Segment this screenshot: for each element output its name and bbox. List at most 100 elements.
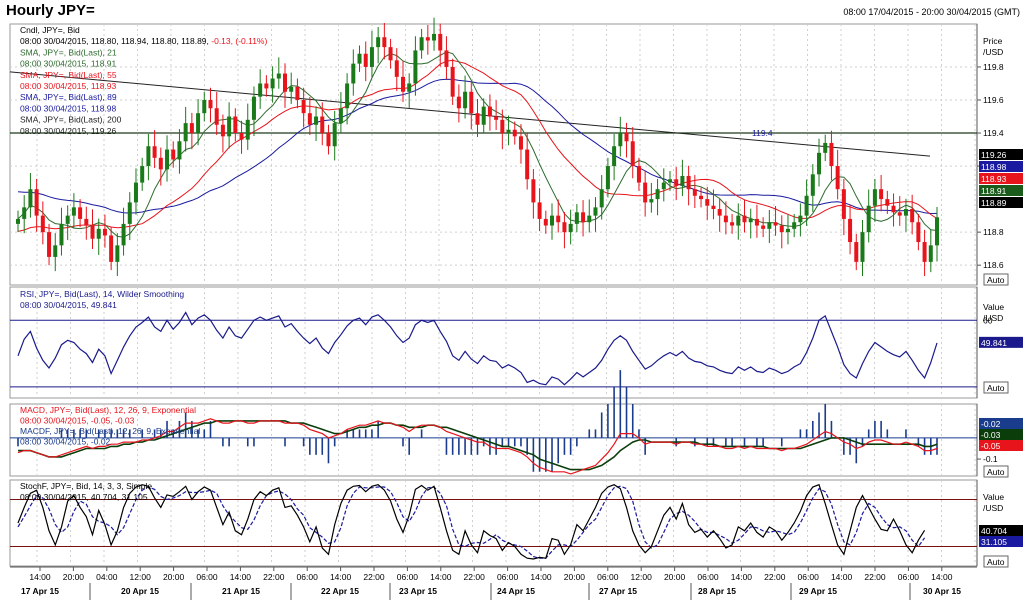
panel-frame: [9, 286, 978, 399]
candle-body: [810, 174, 815, 196]
candle-body: [189, 123, 194, 134]
candle-body: [848, 218, 853, 243]
auto-scale-box: [983, 381, 1009, 394]
candle-body: [84, 218, 89, 226]
x-tick-label: 04:00: [96, 572, 118, 582]
macd-value-label: -0.05: [981, 441, 1001, 451]
candle-body: [413, 50, 418, 84]
x-tick-label: 06:00: [798, 572, 820, 582]
sma200-line: [9, 71, 931, 157]
candle-body: [742, 215, 747, 223]
candle-body: [301, 99, 306, 114]
legend-entry: 08:00 30/04/2015, 118.98: [20, 103, 117, 113]
candle-body: [823, 142, 828, 153]
candle-body: [767, 222, 772, 229]
x-tick-label: 12:00: [631, 572, 653, 582]
candle-body: [326, 133, 331, 147]
candle-body: [357, 53, 362, 64]
candle-body: [152, 146, 157, 158]
price-value-label: 118.91: [981, 186, 1007, 196]
x-tick-label: 14:00: [29, 572, 51, 582]
candle-body: [34, 189, 39, 216]
stoch-value-label: 40.704: [981, 526, 1007, 536]
candle-body: [699, 195, 704, 200]
date-label: 28 Apr 15: [698, 586, 736, 596]
candle-body: [928, 245, 933, 262]
candle-body: [674, 179, 679, 186]
panel-macd: [9, 403, 978, 477]
candle-body: [792, 222, 797, 229]
candle-body: [90, 225, 95, 239]
candle-body: [605, 166, 610, 190]
date-label: 30 Apr 15: [923, 586, 961, 596]
candle-body: [121, 223, 126, 246]
x-tick-label: 20:00: [63, 572, 85, 582]
candle-body: [419, 37, 424, 51]
candle-body: [65, 215, 70, 224]
candle-body: [599, 189, 604, 208]
candle-body: [47, 232, 52, 257]
candle-body: [779, 225, 784, 233]
legend-entry: 08:00 30/04/2015, 118.80, 118.94, 118.80…: [20, 36, 267, 46]
candle-body: [481, 106, 486, 125]
legend-entry: SMA, JPY=, Bid(Last), 200: [20, 115, 122, 125]
price-value-box: [979, 161, 1023, 172]
macd-legend-entry: 08:00 30/04/2015, -0.05, -0.03: [20, 416, 135, 426]
x-tick-label: 06:00: [497, 572, 519, 582]
date-label: 27 Apr 15: [599, 586, 637, 596]
x-axis: 14:00 20:00 04:00 12:00 20:00 06:00 14:00 22:00…: [10, 566, 977, 600]
candle-body: [804, 195, 809, 216]
candle-body: [183, 123, 188, 142]
price-value-label: 118.98: [981, 162, 1007, 172]
candle-body: [618, 133, 623, 147]
stoch-d-line: [17, 485, 926, 559]
candle-body: [866, 205, 871, 233]
x-tick-label: 14:00: [931, 572, 953, 582]
candle-body: [295, 86, 300, 100]
candle-body: [705, 199, 710, 206]
candle-body: [338, 108, 343, 124]
sma55-line: [17, 59, 938, 232]
candle-body: [798, 215, 803, 223]
candle-body: [28, 189, 33, 208]
auto-scale-box: [983, 273, 1009, 286]
candle-body: [208, 99, 213, 109]
price-value-box: [979, 185, 1023, 196]
rsi-line: [17, 311, 938, 386]
candle-body: [667, 179, 672, 183]
legend-entry: SMA, JPY=, Bid(Last), 21: [20, 47, 117, 57]
axis-unit: Value: [983, 302, 1004, 312]
stoch-value-box: [979, 536, 1023, 547]
rsi-value-label: 49.841: [981, 338, 1007, 348]
candle-body: [394, 60, 399, 77]
macd-value-box: [979, 429, 1023, 440]
x-tick-label: 14:00: [230, 572, 252, 582]
stoch-legend-entry: StochF, JPY=, Bid, 14, 3, 3, Simple: [20, 481, 152, 491]
candle-body: [730, 222, 735, 226]
y-tick-label: 119.8: [983, 62, 1004, 72]
candle-body: [860, 232, 865, 262]
legend-entry: 08:00 30/04/2015, 118.93: [20, 81, 117, 91]
date-label: 20 Apr 15: [121, 586, 159, 596]
candle-body: [196, 113, 201, 134]
sma89-line: [17, 78, 938, 215]
macd-legend-entry: 08:00 30/04/2015, -0.02: [20, 437, 111, 447]
candle-body: [494, 116, 499, 120]
candle-body: [736, 215, 741, 226]
candle-body: [245, 119, 250, 140]
x-tick-label: 14:00: [330, 572, 352, 582]
x-tick-label: 22:00: [764, 572, 786, 582]
candle-body: [550, 215, 555, 226]
candle-body: [96, 228, 101, 239]
x-tick-label: 06:00: [196, 572, 218, 582]
candle-body: [916, 222, 921, 243]
candle-body: [220, 124, 225, 137]
candle-body: [351, 63, 356, 84]
auto-scale-label: Auto: [987, 557, 1005, 567]
rsi-legend-entry: 08:00 30/04/2015, 49.841: [20, 300, 117, 310]
candle-body: [649, 199, 654, 203]
auto-scale-box: [983, 555, 1009, 568]
candle-body: [320, 116, 325, 134]
candle-body: [314, 116, 319, 125]
